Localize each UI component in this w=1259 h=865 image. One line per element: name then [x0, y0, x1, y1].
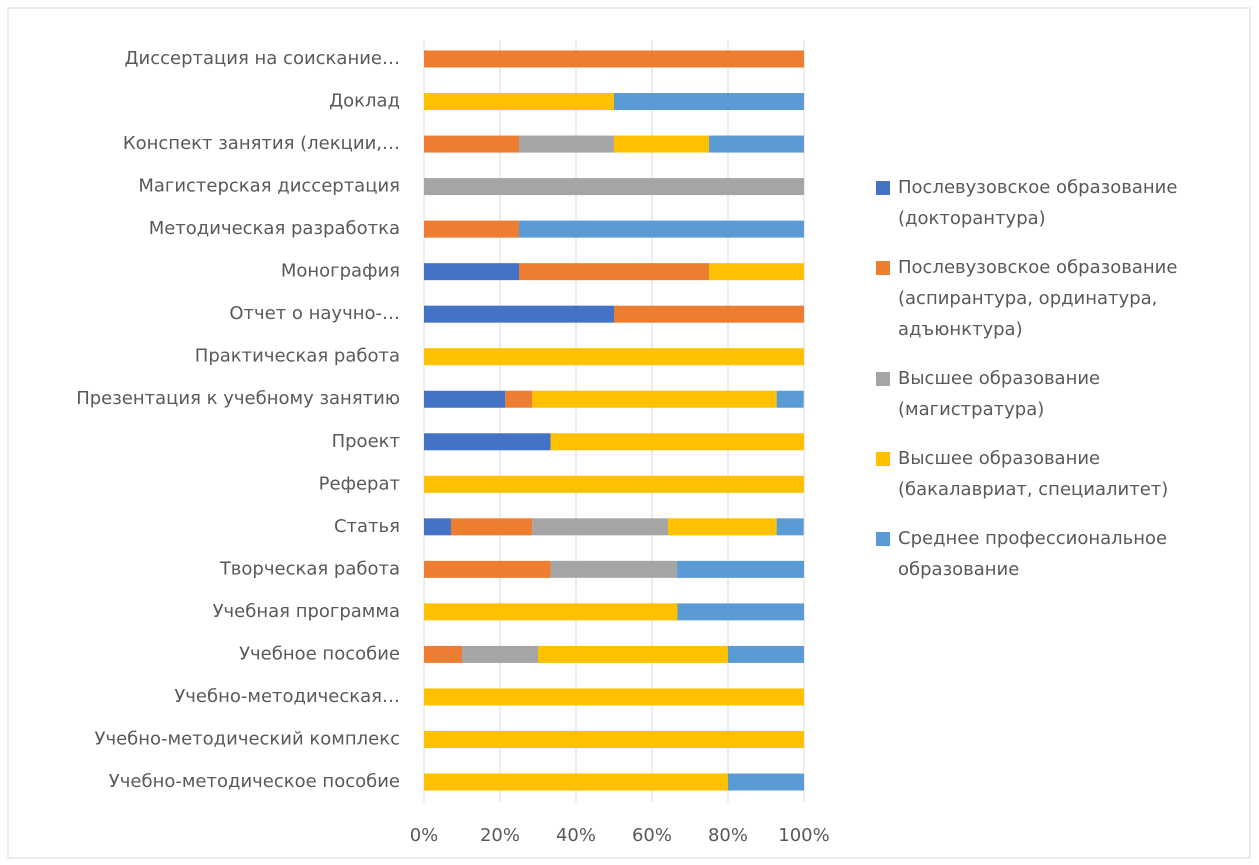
- y-tick-label: Монография: [281, 261, 400, 282]
- bar-segment: [614, 93, 804, 111]
- bar-segment: [728, 773, 804, 791]
- y-tick-label: Презентация к учебному занятию: [76, 388, 400, 409]
- bar-segment: [709, 135, 804, 153]
- y-tick-label: Статья: [334, 516, 400, 537]
- bar-segment: [550, 560, 678, 578]
- bar-segment: [424, 93, 614, 111]
- legend-item: Послевузовское образование (докторантура…: [876, 172, 1216, 234]
- legend-label: Послевузовское образование (докторантура…: [898, 177, 1178, 229]
- bar-segment: [709, 263, 804, 281]
- bar-segment: [424, 603, 678, 621]
- y-tick-label: Учебно-методическая…: [174, 686, 400, 707]
- y-tick-label: Диссертация на соискание…: [124, 48, 400, 69]
- bar-segment: [424, 178, 804, 196]
- bar-segment: [677, 603, 804, 621]
- legend: Послевузовское образование (докторантура…: [876, 172, 1216, 603]
- bar-segment: [550, 433, 804, 451]
- y-tick-label: Учебное пособие: [239, 643, 400, 664]
- bar-segment: [532, 518, 668, 536]
- x-tick-label: 80%: [708, 825, 748, 846]
- x-tick-label: 40%: [556, 825, 596, 846]
- bar-segment: [424, 773, 728, 791]
- y-tick-label: Учебная программа: [213, 601, 400, 622]
- bar-segment: [424, 645, 462, 663]
- bar-segment: [776, 518, 804, 536]
- bar-segment: [424, 390, 506, 408]
- bar-segment: [614, 135, 709, 153]
- bar-segment: [505, 390, 533, 408]
- x-tick-label: 0%: [410, 825, 439, 846]
- y-tick-label: Конспект занятия (лекции,…: [123, 133, 400, 154]
- legend-label: Среднее профессиональное образование: [898, 528, 1168, 580]
- bar-segment: [424, 305, 614, 323]
- bar-segment: [532, 390, 777, 408]
- bar-segment: [614, 305, 804, 323]
- y-tick-label: Учебно-методический комплекс: [94, 728, 400, 749]
- bar-segment: [424, 135, 519, 153]
- bar-segment: [538, 645, 728, 663]
- legend-swatch: [876, 261, 890, 275]
- bar-segment: [462, 645, 538, 663]
- bar-segment: [424, 433, 551, 451]
- legend-label: Высшее образование (магистратура): [898, 368, 1101, 420]
- bar-segment: [424, 475, 804, 493]
- legend-label: Послевузовское образование (аспирантура,…: [898, 257, 1178, 340]
- bar-segment: [424, 688, 804, 706]
- bar-segment: [667, 518, 777, 536]
- y-tick-label: Проект: [332, 431, 400, 452]
- legend-label: Высшее образование (бакалавриат, специал…: [898, 448, 1169, 500]
- bar-segment: [519, 135, 614, 153]
- bar-segment: [424, 263, 519, 281]
- bar-segment: [424, 518, 451, 536]
- bar-segment: [424, 730, 804, 748]
- legend-swatch: [876, 181, 890, 195]
- legend-item: Послевузовское образование (аспирантура,…: [876, 252, 1216, 345]
- y-tick-label: Практическая работа: [195, 346, 400, 367]
- y-tick-label: Учебно-методическое пособие: [109, 771, 400, 792]
- y-tick-label: Методическая разработка: [149, 218, 400, 239]
- bar-segment: [424, 220, 519, 238]
- x-tick-label: 100%: [778, 825, 829, 846]
- bar-segment: [450, 518, 533, 536]
- bar-segment: [424, 560, 551, 578]
- bar-segment: [728, 645, 804, 663]
- y-tick-label: Магистерская диссертация: [138, 176, 400, 197]
- bar-segment: [519, 220, 804, 238]
- legend-swatch: [876, 532, 890, 546]
- bar-segment: [519, 263, 709, 281]
- bar-segment: [424, 50, 804, 68]
- bar-segment: [776, 390, 804, 408]
- legend-swatch: [876, 372, 890, 386]
- legend-item: Среднее профессиональное образование: [876, 523, 1216, 585]
- legend-item: Высшее образование (бакалавриат, специал…: [876, 443, 1216, 505]
- y-tick-label: Доклад: [329, 91, 400, 112]
- y-tick-label: Творческая работа: [219, 558, 400, 579]
- legend-swatch: [876, 452, 890, 466]
- bar-segment: [424, 348, 804, 366]
- y-tick-label: Реферат: [319, 473, 400, 494]
- y-tick-label: Отчет о научно-…: [229, 303, 400, 324]
- bar-segment: [677, 560, 804, 578]
- x-tick-label: 60%: [632, 825, 672, 846]
- legend-item: Высшее образование (магистратура): [876, 363, 1216, 425]
- x-tick-label: 20%: [480, 825, 520, 846]
